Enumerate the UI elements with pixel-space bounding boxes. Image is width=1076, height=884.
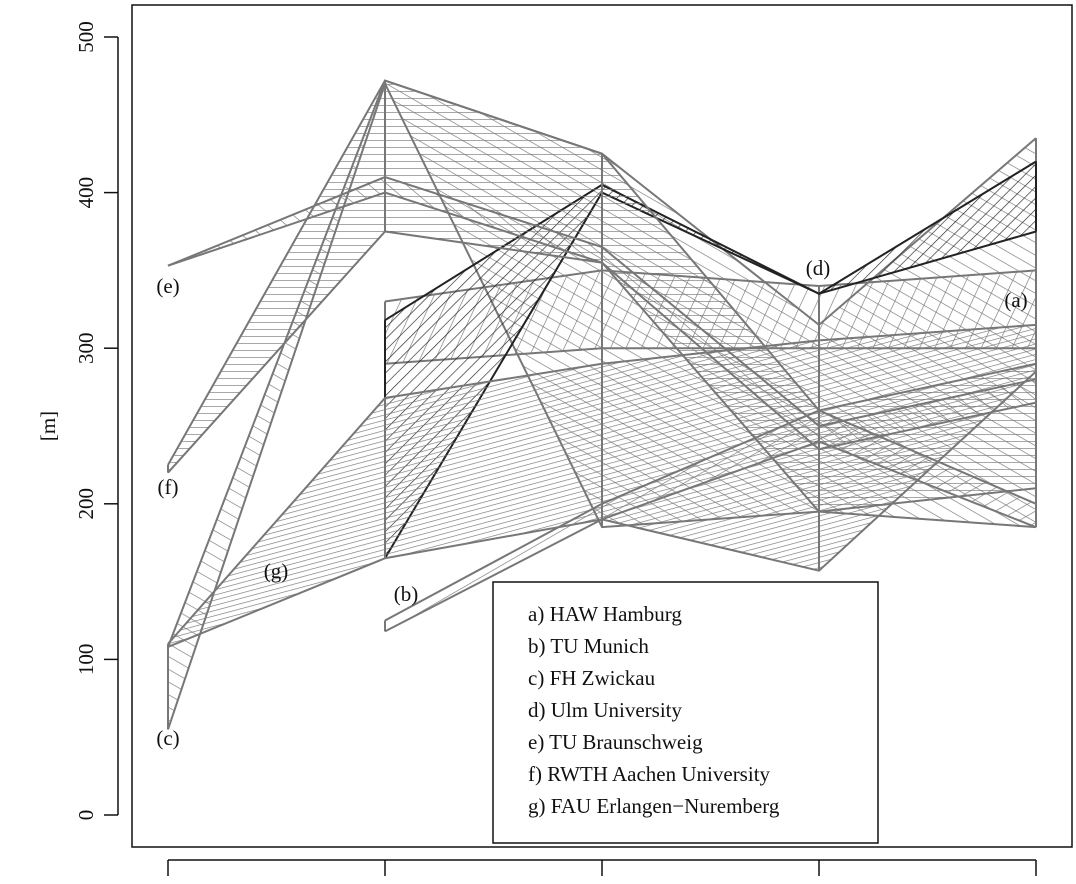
series-label: (b) bbox=[394, 582, 419, 606]
legend-entry: d) Ulm University bbox=[528, 698, 682, 722]
y-tick-label: 200 bbox=[74, 488, 98, 520]
y-axis-label: [m] bbox=[36, 411, 60, 441]
legend-entry: a) HAW Hamburg bbox=[528, 602, 682, 626]
y-tick-label: 400 bbox=[74, 177, 98, 209]
y-tick-label: 300 bbox=[74, 332, 98, 364]
band-edge bbox=[384, 191, 1037, 559]
legend: a) HAW Hamburg b) TU Munich c) FH Zwickau d… bbox=[492, 581, 879, 844]
series-label: (e) bbox=[156, 274, 179, 298]
series-label: (f) bbox=[158, 475, 179, 499]
legend-entry: f) RWTH Aachen University bbox=[528, 762, 771, 786]
series-label: (a) bbox=[1004, 288, 1027, 312]
legend-entry: e) TU Braunschweig bbox=[528, 730, 703, 754]
plot-frame bbox=[131, 4, 1073, 848]
legend-entry: g) FAU Erlangen−Nuremberg bbox=[528, 794, 780, 818]
series-label: (d) bbox=[806, 256, 831, 280]
series-label: (c) bbox=[156, 726, 179, 750]
legend-entry: c) FH Zwickau bbox=[528, 666, 656, 690]
y-tick-label: 100 bbox=[74, 644, 98, 676]
legend-box bbox=[492, 581, 879, 844]
y-tick-label: 500 bbox=[74, 21, 98, 53]
legend-entry: b) TU Munich bbox=[528, 634, 649, 658]
band-edge bbox=[384, 160, 1037, 322]
y-tick-label: 0 bbox=[74, 810, 98, 821]
band-fill bbox=[385, 161, 1036, 559]
series-label: (g) bbox=[264, 559, 289, 583]
